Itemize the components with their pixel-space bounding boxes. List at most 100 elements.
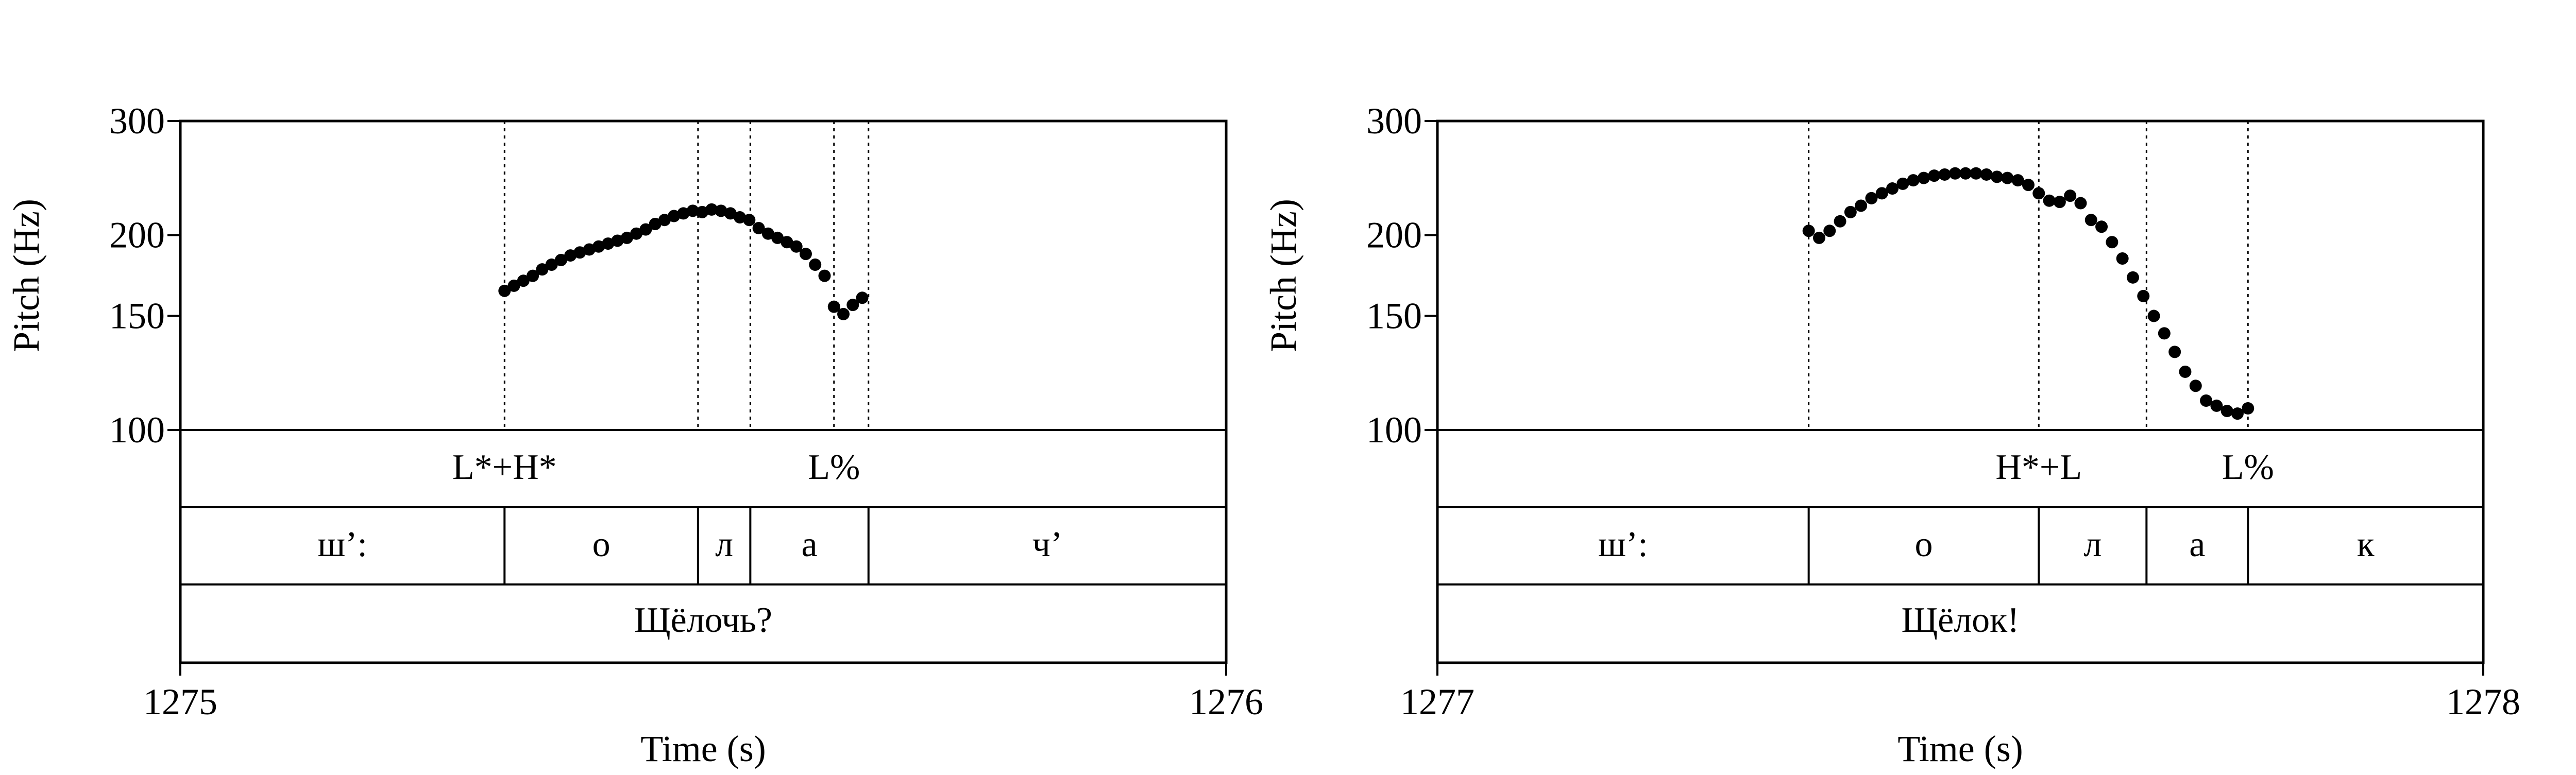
pitch-point — [1834, 215, 1846, 228]
x-tick-label: 1275 — [143, 681, 217, 722]
pitch-point — [1928, 169, 1941, 182]
y-tick-label: 100 — [109, 409, 165, 451]
pitch-point — [1855, 199, 1868, 212]
pitch-point — [677, 207, 690, 220]
segment-label: а — [2189, 525, 2205, 564]
pitch-point — [1896, 177, 1909, 190]
x-axis-label: Time (s) — [1897, 728, 2023, 769]
plot-frame — [179, 119, 1228, 664]
pitch-point — [2221, 405, 2233, 418]
pitch-point — [620, 231, 633, 244]
pitch-point — [752, 221, 765, 234]
pitch-point — [1970, 167, 1982, 180]
y-axis-label: Pitch (Hz) — [6, 199, 47, 352]
pitch-point — [2022, 179, 2035, 192]
pitch-point — [2242, 402, 2255, 415]
pitch-point — [705, 203, 718, 216]
pitch-point — [649, 218, 662, 231]
pitch-point — [856, 291, 869, 304]
y-axis-label: Pitch (Hz) — [1263, 199, 1304, 352]
pitch-point — [686, 204, 699, 217]
pitch-point — [564, 249, 577, 262]
pitch-point — [2084, 214, 2097, 227]
pitch-point — [658, 214, 671, 227]
pitch-point — [1865, 192, 1878, 204]
y-tick-label: 300 — [109, 100, 165, 142]
pitch-point — [771, 231, 784, 244]
pitch-point — [498, 284, 511, 297]
pitch-point — [2126, 271, 2139, 284]
segment-label: о — [592, 525, 611, 564]
x-tick-label: 1278 — [2446, 681, 2520, 722]
pitch-point — [846, 299, 859, 312]
pitch-point — [837, 307, 850, 320]
y-tick-label: 300 — [1366, 100, 1422, 142]
pitch-point — [1886, 182, 1899, 195]
y-tick-label: 200 — [109, 214, 165, 255]
pitch-point — [1875, 187, 1888, 200]
pitch-point — [696, 205, 708, 218]
pitch-point — [639, 223, 652, 236]
pitch-point — [2116, 252, 2129, 265]
segment-label: ч’ — [1032, 525, 1063, 564]
pitch-point — [1844, 205, 1857, 218]
pitch-point — [724, 207, 737, 220]
pitch-point — [602, 237, 615, 250]
tone-label: L*+H* — [452, 447, 557, 487]
pitch-point — [1980, 168, 1993, 181]
pitch-point — [536, 263, 549, 276]
tone-label: H*+L — [1995, 447, 2082, 487]
segment-label: о — [1914, 525, 1933, 564]
pitch-point — [2189, 380, 2202, 392]
word-label: Щёлочь? — [634, 600, 772, 640]
pitch-point — [2179, 365, 2192, 378]
pitch-point — [554, 253, 567, 266]
pitch-point — [743, 214, 756, 227]
pitch-point — [781, 236, 793, 249]
pitch-point — [592, 240, 605, 253]
segment-label: ш’: — [1598, 525, 1648, 564]
pitch-point — [545, 258, 558, 271]
pitch-point — [517, 274, 530, 287]
tone-label: L% — [2222, 447, 2274, 487]
pitch-point — [1802, 225, 1815, 237]
pitch-point — [1959, 167, 1972, 180]
pitch-point — [761, 227, 774, 240]
pitch-point — [1907, 174, 1920, 187]
pitch-point — [1991, 170, 2004, 183]
pitch-point — [573, 246, 586, 259]
pitch-point — [2231, 407, 2244, 420]
segment-label: л — [2083, 525, 2102, 564]
pitch-point — [2043, 194, 2056, 207]
y-tick-label: 150 — [109, 296, 165, 337]
segment-label: ш’: — [317, 525, 367, 564]
pitch-point — [2147, 309, 2160, 322]
pitch-point — [2095, 220, 2108, 233]
pitch-point — [1938, 168, 1951, 181]
pitch-point — [507, 279, 520, 292]
pitch-point — [799, 248, 812, 261]
pitch-point — [668, 210, 681, 222]
x-tick-label: 1277 — [1400, 681, 1475, 722]
pitch-point — [2074, 197, 2087, 210]
pitch-point — [2210, 399, 2223, 412]
x-axis-label: Time (s) — [640, 728, 766, 769]
y-tick-label: 100 — [1366, 409, 1422, 451]
word-label: Щёлок! — [1902, 600, 2020, 640]
pitch-point — [818, 269, 831, 282]
pitch-point — [715, 204, 727, 217]
segment-label: а — [802, 525, 818, 564]
pitch-point — [734, 211, 747, 224]
y-tick-label: 150 — [1366, 296, 1422, 337]
pitch-point — [2168, 346, 2181, 358]
pitch-point — [1823, 225, 1836, 237]
tone-label: L% — [808, 447, 860, 487]
pitch-point — [790, 240, 803, 253]
pitch-point — [2137, 289, 2150, 302]
pitch-point — [1948, 167, 1961, 180]
pitch-point — [2011, 174, 2024, 187]
x-tick-label: 1276 — [1189, 681, 1263, 722]
pitch-point — [1812, 231, 1825, 244]
